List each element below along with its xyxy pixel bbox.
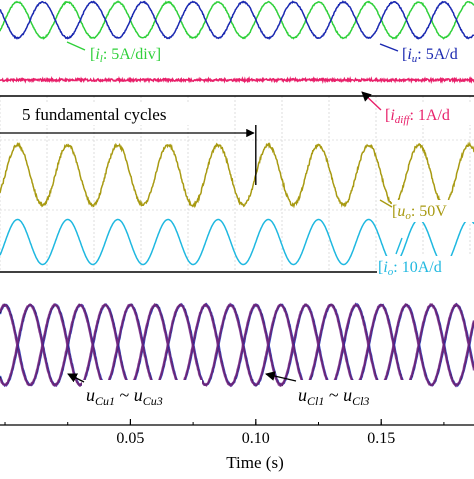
label-i-o: [io: 10A/d — [377, 237, 474, 278]
x-tick-label: 0.05 — [116, 430, 144, 447]
x-axis-ticks: 0.05 0.10 0.15 — [4, 419, 445, 447]
trace-i-diff — [0, 75, 474, 85]
x-tick-label: 0.10 — [242, 430, 270, 447]
label-i-diff-pointer — [361, 91, 382, 111]
span-annotation: 5 fundamental cycles — [0, 103, 257, 185]
label-i-diff-text: [idiff: 1A/d — [385, 107, 450, 126]
label-i-l-pointer — [66, 41, 86, 51]
label-u-cu-text: uCu1 ~ uCu3 — [86, 385, 163, 408]
label-i-u: [iu: 5A/d — [379, 42, 474, 65]
label-u-cl-pointer — [265, 371, 297, 382]
trace-u-cu-3 — [0, 302, 474, 388]
label-u-cl-text: uCl1 ~ uCl3 — [298, 385, 369, 408]
label-i-o-text: [io: 10A/d — [378, 259, 442, 278]
label-u-cu: uCu1 ~ uCu3 — [67, 373, 202, 410]
span-label-backdrop — [14, 103, 230, 125]
label-i-diff: [idiff: 1A/d — [361, 91, 474, 126]
label-u-o: [uo: 50V — [379, 199, 474, 222]
x-axis-label: Time (s) — [226, 453, 283, 472]
label-u-o-pointer — [379, 199, 393, 208]
span-label: 5 fundamental cycles — [22, 105, 166, 124]
trace-u-cl-3 — [0, 302, 474, 388]
label-u-cl: uCl1 ~ uCl3 — [265, 371, 420, 410]
trace-i-l — [0, 0, 474, 40]
label-i-u-pointer — [379, 43, 399, 52]
bottom-panel-traces — [0, 302, 474, 388]
label-i-o-pointer — [395, 237, 403, 255]
trace-u-o — [0, 141, 474, 209]
label-i-u-text: [iu: 5A/d — [402, 46, 458, 65]
x-tick-label: 0.15 — [367, 430, 395, 447]
label-i-l: [il: 5A/div] — [66, 41, 200, 65]
label-i-l-text: [il: 5A/div] — [90, 46, 161, 65]
top-panel-grid — [0, 96, 474, 272]
label-u-cu-pointer — [67, 373, 85, 383]
trace-i-u — [0, 0, 474, 40]
label-u-o-text: [uo: 50V — [392, 203, 447, 222]
